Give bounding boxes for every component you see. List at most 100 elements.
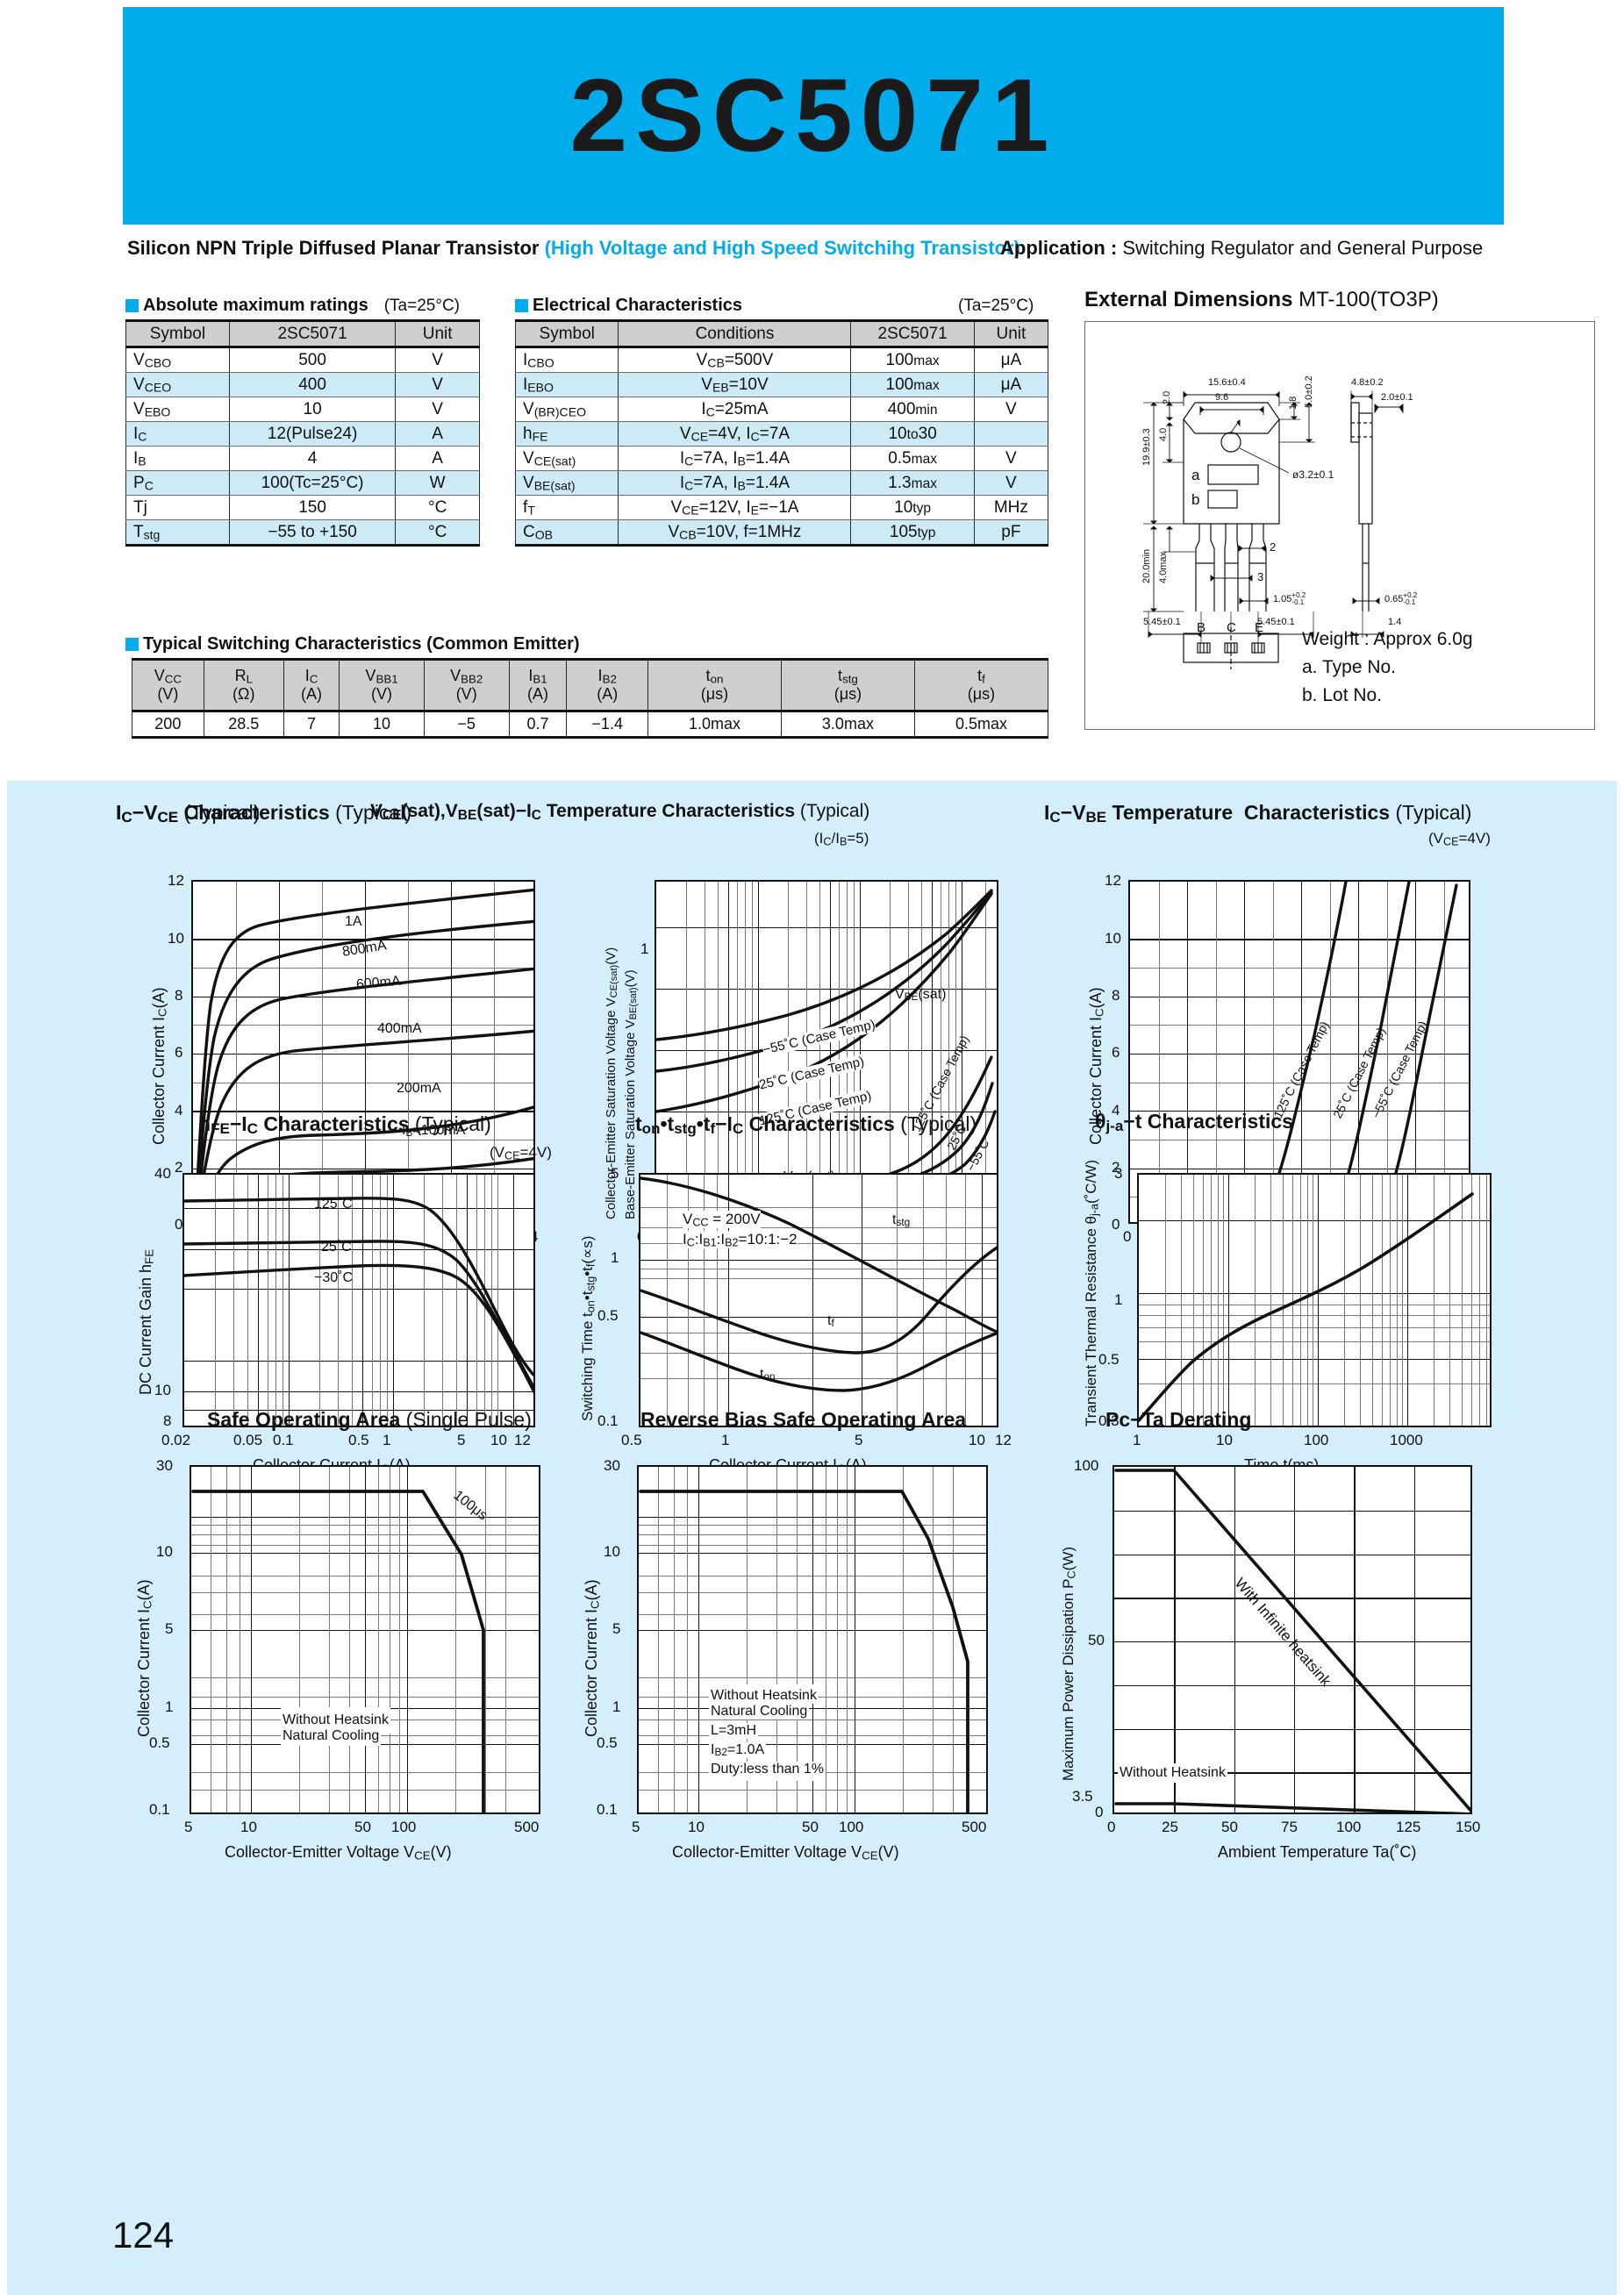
- device-subtitle: Silicon NPN Triple Diffused Planar Trans…: [127, 237, 1020, 260]
- cell-symbol: fT: [514, 495, 619, 520]
- abs-max-heading-text: Absolute maximum ratings: [143, 296, 368, 315]
- xtick: 100: [391, 1819, 417, 1835]
- chart0-title: IC−VCE Characteristics (Typical): [116, 801, 411, 826]
- application-line: Application : Switching Regulator and Ge…: [1000, 237, 1483, 260]
- cell-conditions: IC=7A, IB=1.4A: [618, 446, 852, 471]
- ytick: 30: [604, 1457, 620, 1474]
- ytick: 0: [1112, 1216, 1120, 1233]
- table-row: VCBO 500 V: [125, 347, 480, 373]
- ytick: 6: [175, 1044, 183, 1061]
- dim-side-lead-width: 1.4: [1388, 617, 1402, 627]
- col-part: 2SC5071: [228, 319, 397, 348]
- table-row: Tj 150 °C: [125, 495, 480, 520]
- cell-symbol: VEBO: [125, 397, 230, 422]
- ytick: 40: [154, 1165, 171, 1182]
- package-heading-light: MT-100(TO3P): [1298, 288, 1439, 311]
- xtick: 50: [354, 1819, 371, 1835]
- ytick: 2: [1112, 1159, 1120, 1176]
- cell-symbol: PC: [125, 470, 230, 496]
- abs-max-heading: Absolute maximum ratings (Ta=25°C): [125, 296, 460, 316]
- package-heading-bold: External Dimensions: [1084, 288, 1293, 311]
- ytick: 10: [1105, 930, 1121, 947]
- switching-heading-text: Typical Switching Characteristics (Commo…: [143, 634, 580, 654]
- cell-value: 400: [228, 372, 397, 397]
- dim-inner-width: 9.6: [1215, 392, 1229, 403]
- ytick: 4: [175, 1102, 183, 1119]
- cell-value: 400min: [850, 397, 975, 422]
- pin-label-e: E: [1255, 620, 1264, 635]
- cell-unit: [973, 421, 1049, 447]
- electrical-table: Symbol Conditions 2SC5071 Unit ICBO VCB=5…: [514, 319, 1049, 547]
- dim-pitch-right: 5.45±0.1: [1257, 617, 1295, 627]
- col-tstg: tstg (μs): [780, 658, 915, 712]
- cell-unit: μA: [973, 347, 1049, 373]
- cell-symbol: Tstg: [125, 519, 230, 547]
- chart5-title: θj-a−t Characteristics: [1095, 1110, 1293, 1135]
- xtick: 1: [721, 1432, 730, 1448]
- lead-thickA-val: 1.05: [1273, 593, 1292, 604]
- characteristics-section: IC−VCE (Typical) x IC−VCE Characteristic…: [7, 781, 1617, 2295]
- chart7-title: Reverse Bias Safe Operating Area: [640, 1408, 967, 1431]
- chart4-title: ton•tstg•tf−IC Characteristics (Typical): [635, 1112, 977, 1138]
- ytick: 30: [156, 1457, 173, 1474]
- ytick: 0.5: [149, 1734, 170, 1751]
- elec-heading-text: Electrical Characteristics: [533, 296, 743, 315]
- col-symbol: Symbol: [514, 319, 619, 348]
- cell-value: 4: [228, 446, 397, 471]
- pin-label-c: C: [1227, 620, 1236, 635]
- xtick: 12: [995, 1432, 1012, 1448]
- xtick: 25: [1162, 1819, 1178, 1835]
- cell-tstg: 3.0max: [780, 711, 915, 739]
- pin-label-b: B: [1197, 620, 1206, 635]
- cell-symbol: hFE: [514, 421, 619, 447]
- cell-value: 500: [228, 347, 397, 373]
- plot-soa: [190, 1465, 540, 1814]
- ytick: 2: [175, 1159, 183, 1176]
- abs-max-table: Symbol 2SC5071 Unit VCBO 500 V VCEO 400 V VE…: [125, 319, 480, 547]
- curve-label: 125˚C: [314, 1197, 353, 1212]
- rbsoa-note-line4: IB2=1.0A: [709, 1742, 767, 1759]
- xtick: 10: [240, 1819, 257, 1835]
- cell-symbol: VCE(sat): [514, 446, 619, 471]
- cell-unit: pF: [973, 519, 1049, 547]
- xtick: 100: [1336, 1819, 1362, 1835]
- xlabel-pc-ta: Ambient Temperature Ta(˚C): [1218, 1843, 1417, 1861]
- cell-conditions: VEB=10V: [618, 372, 852, 397]
- col-symbol: Symbol: [125, 319, 230, 348]
- cell-symbol: VBE(sat): [514, 470, 619, 496]
- ytick: 4: [1112, 1102, 1120, 1119]
- col-part: 2SC5071: [850, 319, 975, 348]
- xtick: 100: [1304, 1432, 1329, 1448]
- cell-vcc: 200: [132, 711, 204, 739]
- xtick: 0: [1107, 1819, 1116, 1835]
- cell-value: 105typ: [850, 519, 975, 547]
- ylabel-rbsoa: Collector Current IC(A): [583, 1579, 602, 1737]
- cell-unit: V: [395, 397, 480, 422]
- dim-tab-height: 4.0: [1158, 427, 1169, 441]
- package-heading: External Dimensions MT-100(TO3P): [1084, 288, 1439, 312]
- xtick: 125: [1396, 1819, 1421, 1835]
- xtick: 150: [1456, 1819, 1481, 1835]
- ylabel-tsw-ic: Switching Time ton•tstg•tf(∝s): [579, 1235, 597, 1421]
- ytick: 8: [1112, 987, 1120, 1004]
- col-ib2: IB2 (A): [566, 658, 648, 712]
- chart2-condition: (VCE=4V): [1428, 830, 1491, 848]
- cell-unit: V: [973, 397, 1049, 422]
- cell-value: 10: [228, 397, 397, 422]
- cell-value: 1.3max: [850, 470, 975, 496]
- cell-symbol: V(BR)CEO: [514, 397, 619, 422]
- curve-label: IB=100mA: [402, 1123, 466, 1140]
- chart3-title: hFE−IC Characteristics (Typical): [198, 1112, 491, 1138]
- col-ib1: IB1 (A): [508, 658, 568, 712]
- xtick: 1: [1133, 1432, 1141, 1448]
- ytick: 0.5: [597, 1307, 619, 1324]
- xtick: 0.1: [273, 1432, 294, 1448]
- cell-value: 100(Tc=25°C): [228, 470, 397, 496]
- ytick: 50: [1088, 1632, 1105, 1648]
- dim-overall-width: 15.6±0.4: [1208, 377, 1246, 388]
- ytick: 10: [168, 930, 184, 947]
- cell-conditions: IC=7A, IB=1.4A: [618, 470, 852, 496]
- cell-ib2: −1.4: [566, 711, 648, 739]
- cell-unit: V: [395, 372, 480, 397]
- curve-label: 1A: [345, 914, 362, 929]
